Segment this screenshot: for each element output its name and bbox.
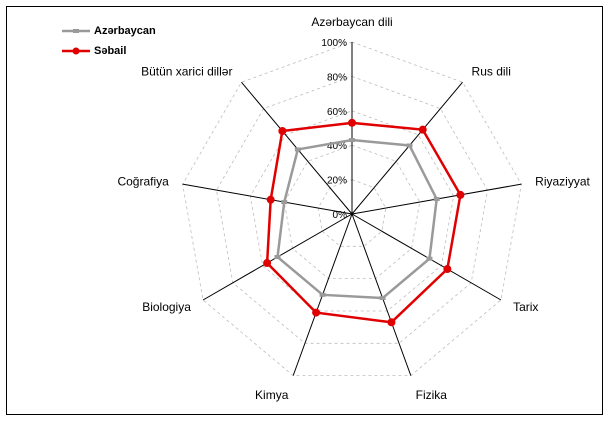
- series-1-point-6: [263, 259, 272, 268]
- tick-label-4: 80%: [327, 72, 347, 83]
- series-0-point-1: [406, 143, 413, 148]
- series-0-point-2: [433, 197, 440, 202]
- axis-label-1: Rus dili: [472, 65, 511, 79]
- tick-label-2: 40%: [327, 141, 347, 152]
- grid-ring-2: [283, 144, 421, 280]
- legend-swatch-azerbaycan: [62, 29, 90, 33]
- axis-label-7: Coğrafiya: [117, 175, 169, 189]
- legend-item-sebail: Səbail: [62, 41, 156, 61]
- tick-label-5: 100%: [321, 38, 347, 49]
- series-1-point-2: [456, 190, 465, 199]
- legend: Azərbaycan Səbail: [62, 21, 156, 61]
- axis-label-0: Azərbaycan dili: [311, 15, 392, 29]
- axis-label-2: Riyaziyyat: [535, 175, 590, 189]
- series-0-point-8: [294, 147, 301, 152]
- series-1-point-5: [312, 308, 321, 317]
- series-1-point-0: [348, 118, 356, 127]
- tick-label-3: 60%: [327, 107, 347, 118]
- legend-swatch-sebail: [62, 47, 90, 55]
- axis-label-5: Kimya: [255, 388, 289, 402]
- axis-spoke-1: [351, 81, 463, 215]
- series-1-point-1: [418, 125, 427, 134]
- series-1-point-8: [278, 126, 287, 135]
- grid-ring-1: [317, 179, 387, 247]
- axis-label-4: Fizika: [416, 388, 448, 402]
- series-0-point-0: [349, 138, 355, 143]
- series-0-point-6: [274, 255, 281, 259]
- series-line-1: [265, 121, 462, 324]
- tick-label-1: 20%: [327, 176, 347, 187]
- series-0-point-4: [379, 296, 386, 301]
- legend-label-sebail: Səbail: [94, 45, 127, 57]
- legend-label-azerbaycan: Azərbaycan: [94, 25, 156, 37]
- axis-label-3: Tarix: [513, 300, 538, 314]
- series-0-point-7: [281, 200, 288, 205]
- series-1-point-3: [443, 265, 452, 274]
- series-0-point-5: [319, 292, 326, 297]
- axis-label-6: Biologiya: [142, 300, 191, 314]
- legend-item-azerbaycan: Azərbaycan: [62, 21, 156, 41]
- grid-ring-3: [249, 110, 455, 312]
- series-0-point-3: [426, 256, 433, 261]
- tick-label-0: 0%: [333, 210, 348, 221]
- axis-spoke-4: [351, 213, 412, 376]
- grid-ring-5: [182, 41, 522, 377]
- chart-frame: 0% 20% 40% 60% 80% 100% Azərbaycan dili Rus dil…: [6, 6, 603, 415]
- series-line-0: [276, 138, 438, 300]
- series-1-point-7: [266, 195, 275, 204]
- series-1-point-4: [387, 318, 396, 327]
- axis-label-8: Bütün xarici dillər: [141, 65, 232, 79]
- radar-chart: 0% 20% 40% 60% 80% 100% Azərbaycan dili Rus dil…: [117, 15, 590, 402]
